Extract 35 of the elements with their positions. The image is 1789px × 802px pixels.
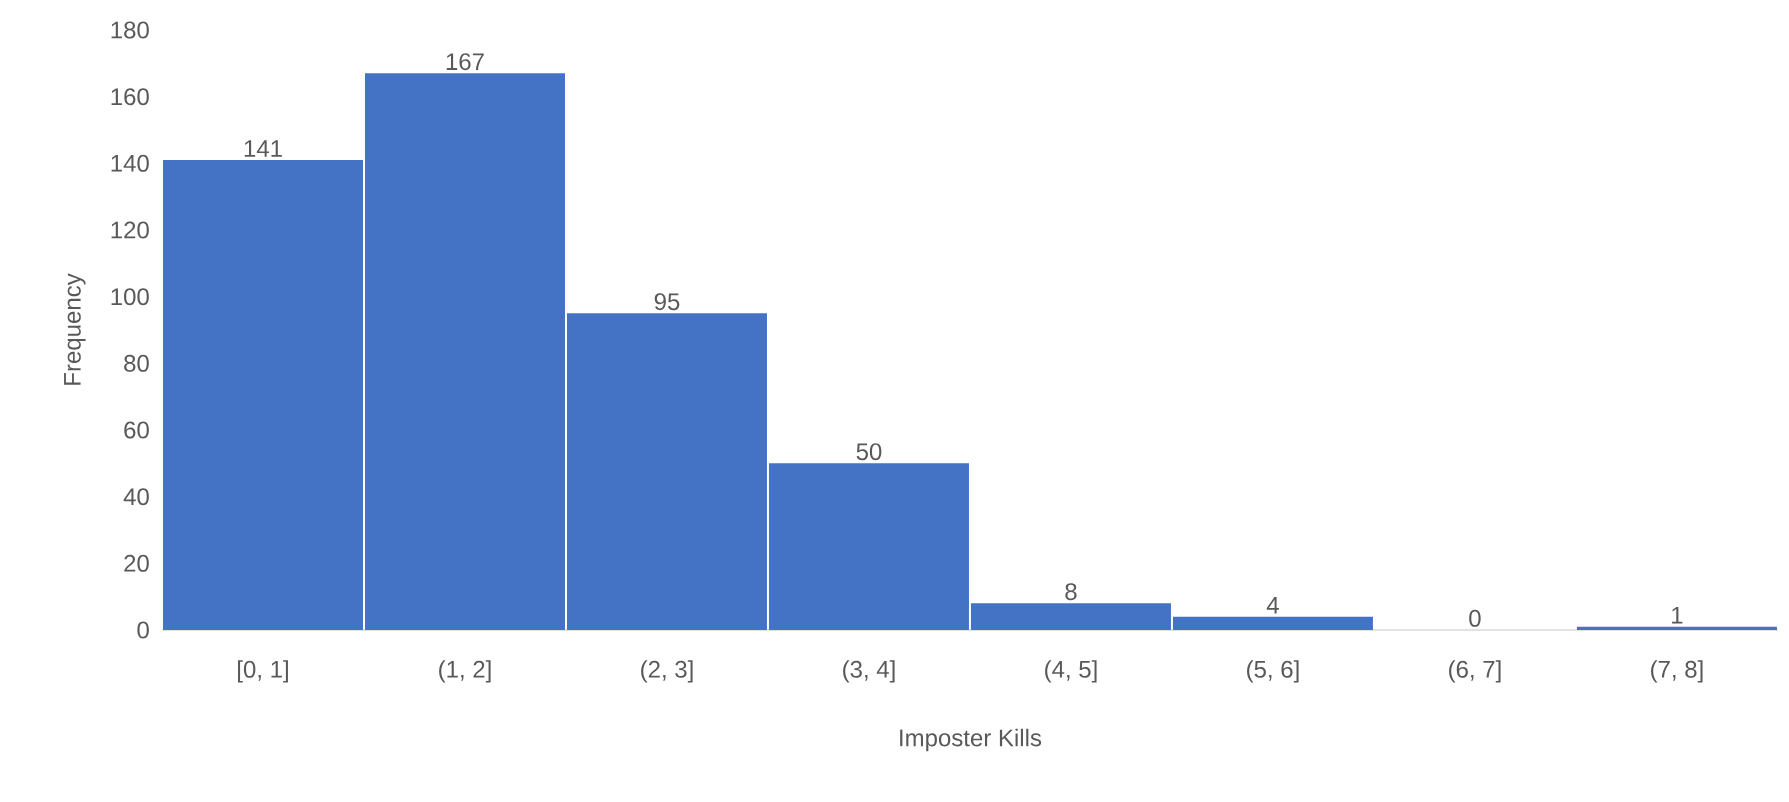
- y-tick-label: 160: [111, 88, 149, 106]
- x-tick-label: (1, 2]: [439, 660, 491, 683]
- x-tick-label: (4, 5]: [1045, 660, 1097, 683]
- data-label: 4: [1266, 596, 1279, 614]
- x-tick-label: (5, 6]: [1247, 660, 1299, 683]
- x-tick-label: (6, 7]: [1449, 660, 1501, 683]
- data-label: 8: [1065, 583, 1077, 601]
- x-axis-title: Imposter Kills: [900, 728, 1042, 752]
- y-tick-label: 140: [111, 154, 149, 172]
- x-tick-label: [0, 1]: [238, 660, 288, 683]
- data-label: 0: [1469, 609, 1481, 627]
- data-label: 1: [1672, 606, 1683, 624]
- y-tick-label: 180: [111, 21, 149, 39]
- y-tick-label: 120: [111, 221, 149, 239]
- bar: [566, 313, 767, 630]
- data-label: 95: [654, 293, 680, 311]
- data-label: 167: [446, 53, 484, 71]
- bar: [768, 463, 969, 630]
- x-tick-label: (3, 4]: [843, 660, 895, 683]
- bar: [970, 603, 1171, 630]
- bar: [364, 73, 565, 630]
- y-tick-label: 40: [123, 488, 149, 506]
- bar: [162, 160, 363, 630]
- y-tick-label: 100: [111, 288, 149, 306]
- y-tick-label: 60: [124, 421, 149, 439]
- y-tick-label: 20: [124, 554, 149, 572]
- bar: [1576, 626, 1777, 630]
- bar: [1172, 616, 1373, 630]
- data-label: 141: [244, 140, 282, 157]
- x-tick-label: (7, 8]: [1651, 660, 1703, 683]
- data-label: 50: [856, 443, 882, 461]
- y-tick-label: 0: [137, 621, 149, 639]
- y-axis-title: Frequency: [64, 273, 86, 385]
- x-tick-label: (2, 3]: [641, 660, 693, 683]
- y-tick-label: 80: [124, 354, 149, 372]
